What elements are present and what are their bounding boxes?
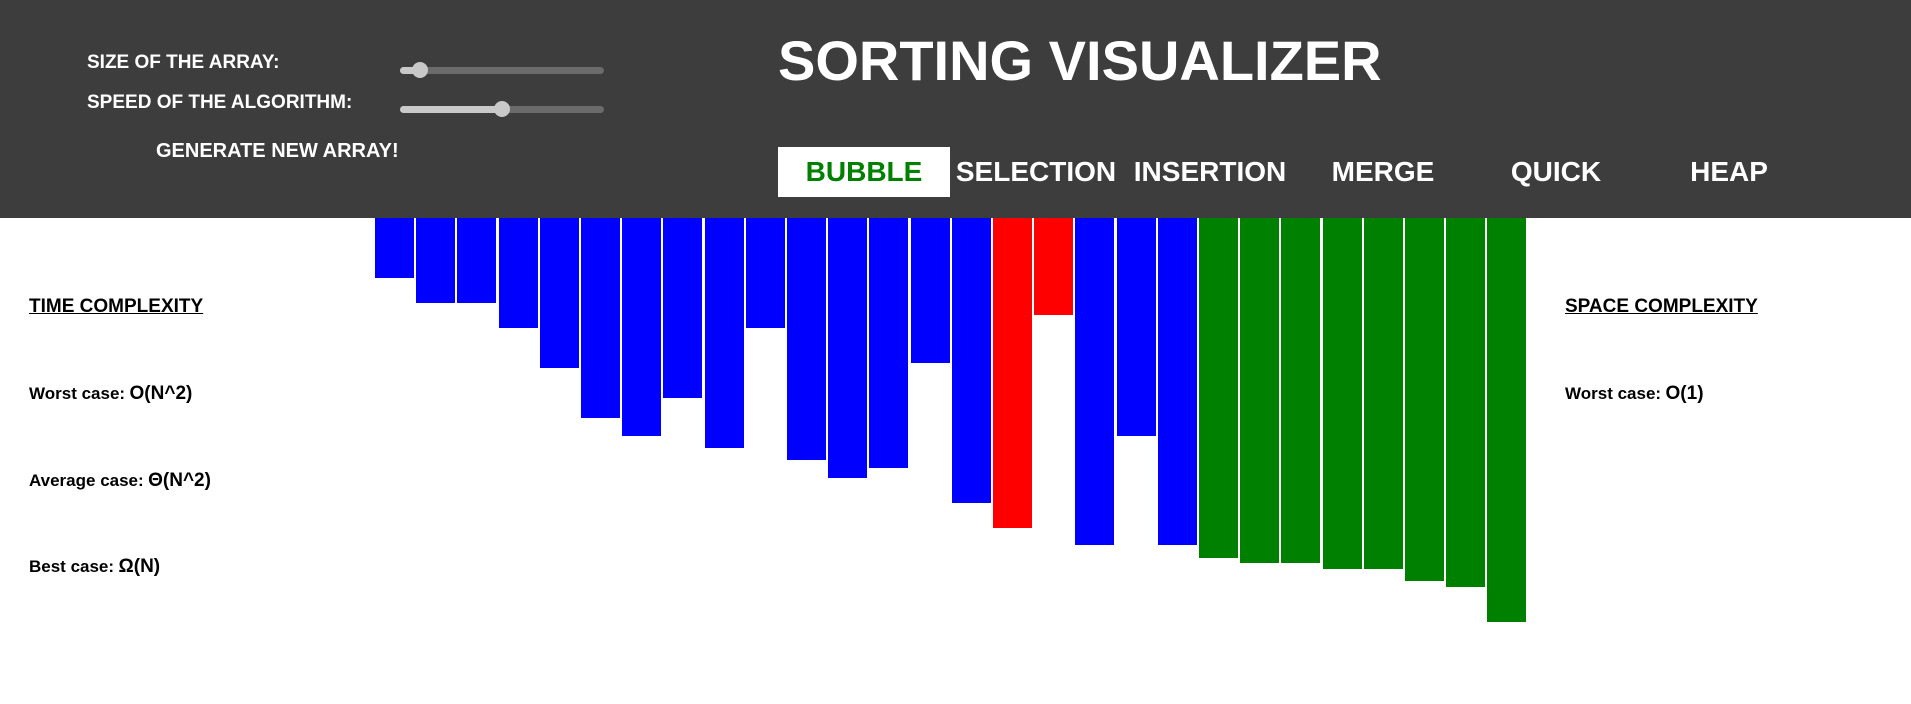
array-bar (1157, 218, 1197, 545)
slider-fill (400, 106, 502, 113)
space-complexity-heading: SPACE COMPLEXITY (1565, 296, 1758, 317)
worst-case-value: O(N^2) (129, 383, 193, 404)
space-worst-case: Worst case: O(1) (1565, 383, 1704, 405)
array-bar (869, 218, 909, 468)
time-average-case: Average case: Θ(N^2) (29, 470, 211, 492)
array-bar (993, 218, 1032, 528)
algo-button-heap[interactable]: HEAP (1690, 156, 1768, 187)
array-bar (1116, 218, 1156, 436)
array-bar (539, 218, 579, 368)
array-bar (1446, 218, 1486, 587)
best-case-label: Best case: (29, 557, 115, 576)
best-case-value: Ω(N) (118, 556, 161, 577)
array-size-label: SIZE OF THE ARRAY: (87, 52, 280, 73)
array-bar (1363, 218, 1403, 569)
algo-button-merge[interactable]: MERGE (1331, 156, 1435, 187)
slider-track (400, 67, 604, 74)
header: SIZE OF THE ARRAY: SPEED OF THE ALGORITH… (0, 0, 1911, 218)
worst-case-label: Worst case: (29, 384, 126, 403)
time-worst-case: Worst case: O(N^2) (29, 383, 192, 405)
average-case-value: Θ(N^2) (148, 470, 211, 491)
array-bar (1240, 218, 1280, 563)
algo-button-insertion[interactable]: INSERTION (1133, 156, 1287, 187)
array-bar (663, 218, 703, 398)
slider-thumb[interactable] (412, 62, 429, 78)
array-bar (951, 218, 991, 503)
page-title: SORTING VISUALIZER (778, 29, 1382, 92)
time-complexity-heading: TIME COMPLEXITY (29, 296, 204, 317)
array-bar (498, 218, 538, 328)
space-worst-case-label: Worst case: (1565, 384, 1662, 403)
speed-slider[interactable] (400, 101, 604, 117)
algo-button-quick[interactable]: QUICK (1510, 156, 1602, 187)
array-bar (375, 218, 414, 278)
generate-new-array-button[interactable]: GENERATE NEW ARRAY! (156, 140, 399, 162)
array-bar (1281, 218, 1321, 563)
array-bar (1075, 218, 1115, 545)
array-bar (581, 218, 620, 418)
array-bar (1199, 218, 1238, 558)
algo-button-selection[interactable]: SELECTION (955, 156, 1117, 187)
array-bar (787, 218, 826, 460)
average-case-label: Average case: (29, 471, 144, 490)
array-bar (1487, 218, 1527, 622)
slider-fill (400, 67, 421, 74)
speed-label: SPEED OF THE ALGORITHM: (87, 92, 353, 113)
array-bar (457, 218, 497, 303)
array-bar (1034, 218, 1074, 315)
array-bars (375, 218, 1527, 638)
array-bar (1405, 218, 1444, 581)
array-bar (416, 218, 456, 303)
array-bar (828, 218, 868, 478)
array-size-slider[interactable] (400, 62, 604, 78)
array-bar (704, 218, 744, 448)
space-worst-case-value: O(1) (1665, 383, 1704, 404)
array-bar (745, 218, 785, 328)
array-bar (910, 218, 950, 363)
algo-button-bubble[interactable]: BUBBLE (778, 147, 950, 197)
array-bar (1322, 218, 1362, 569)
time-best-case: Best case: Ω(N) (29, 556, 160, 578)
array-bar (622, 218, 662, 436)
slider-thumb[interactable] (494, 101, 510, 117)
